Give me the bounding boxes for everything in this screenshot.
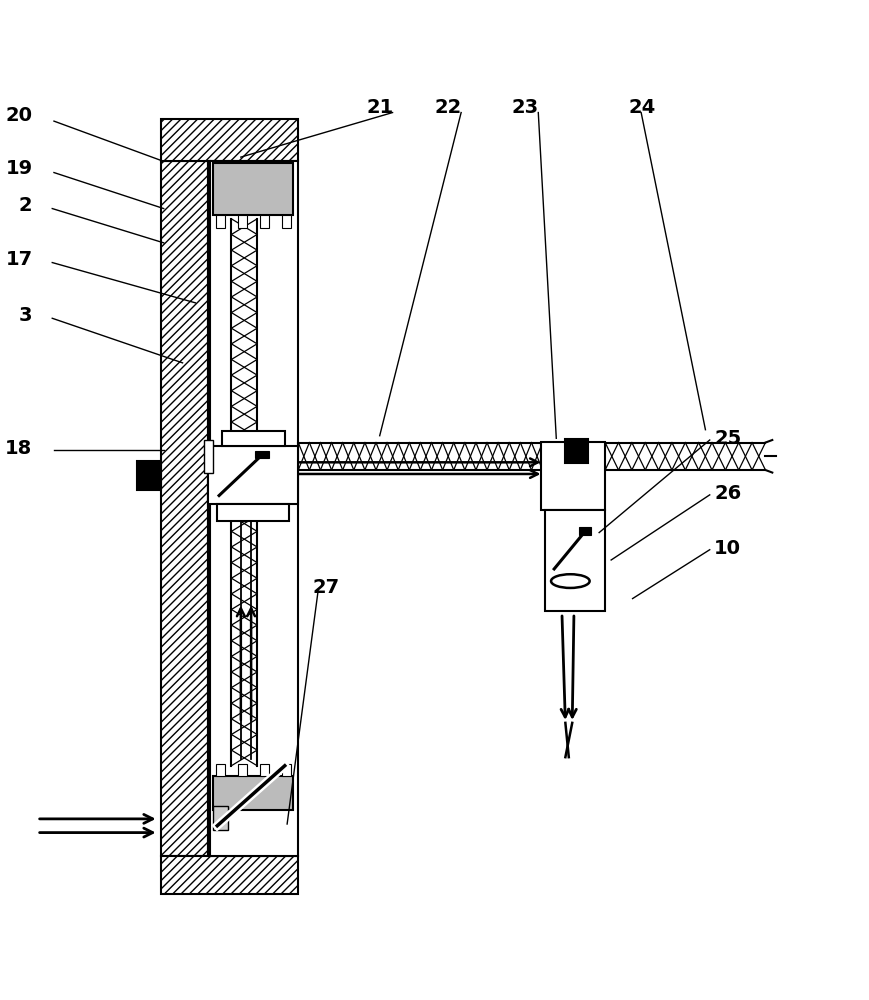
Text: 10: 10 — [714, 539, 741, 558]
Bar — [137, 461, 161, 490]
Text: 19: 19 — [5, 159, 32, 178]
Bar — [209, 446, 298, 504]
Text: 24: 24 — [628, 98, 655, 117]
Bar — [579, 527, 591, 535]
Bar — [282, 215, 290, 228]
Bar — [204, 440, 213, 473]
Bar — [209, 161, 298, 856]
Bar — [545, 510, 605, 611]
Bar — [217, 504, 289, 521]
Text: 25: 25 — [714, 429, 741, 448]
Bar — [214, 163, 293, 215]
Text: 3: 3 — [19, 306, 32, 325]
Bar — [222, 431, 285, 446]
Bar — [238, 215, 247, 228]
Bar — [541, 442, 605, 510]
Bar — [282, 764, 290, 776]
Text: 2: 2 — [19, 196, 32, 215]
Text: 21: 21 — [366, 98, 394, 117]
Bar — [260, 215, 269, 228]
Text: 17: 17 — [5, 250, 32, 269]
Bar — [214, 776, 293, 810]
Text: 26: 26 — [714, 484, 741, 503]
Bar — [213, 806, 229, 830]
Bar — [566, 439, 587, 463]
Bar — [216, 764, 224, 776]
Bar — [238, 764, 247, 776]
Text: 18: 18 — [5, 439, 32, 458]
Bar — [255, 451, 269, 458]
Text: 20: 20 — [5, 106, 32, 125]
Text: 23: 23 — [512, 98, 539, 117]
Bar — [260, 764, 269, 776]
Text: 22: 22 — [434, 98, 462, 117]
Bar — [161, 161, 209, 856]
Bar — [161, 119, 298, 161]
Text: 27: 27 — [313, 578, 340, 597]
Bar — [161, 856, 298, 894]
Bar — [216, 215, 224, 228]
